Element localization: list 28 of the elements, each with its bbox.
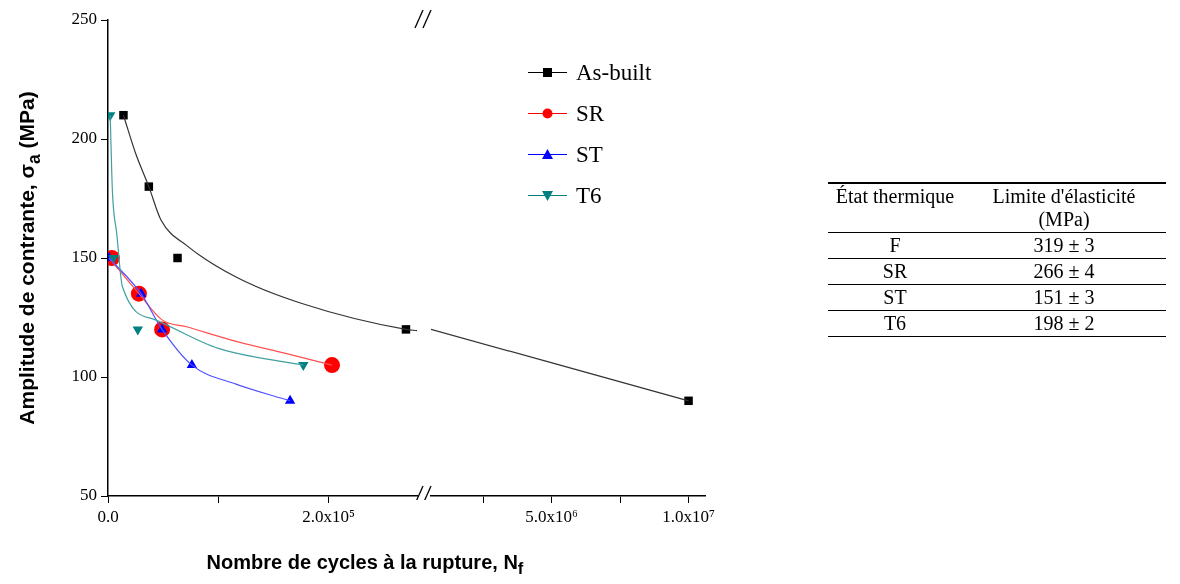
x-tick-label: 1.0x10⁷ [662,506,715,526]
y-tick-label: 250 [71,9,97,29]
legend-label: T6 [576,182,602,209]
y-tick-label: 50 [80,485,97,505]
x-tick-label: 5.0x10⁶ [525,506,578,526]
point [284,394,296,404]
legend-label: ST [576,141,603,168]
category-label: SR [828,258,962,285]
text: 151 ± 3 [1033,286,1095,308]
point [173,253,182,263]
x-tick-label: 2.0x10⁵ [302,506,356,526]
y-tick-label: 200 [71,128,97,148]
point [119,110,128,120]
text: Limite d'élasticité (MPa) [962,183,1166,233]
category-label: ST [828,284,962,311]
text: 319 ± 3 [1033,234,1095,256]
text: 198 ± 2 [1033,312,1095,334]
y-tick-label: 150 [71,247,97,267]
text: 266 ± 4 [1033,260,1095,282]
x-axis-title: Nombre de cycles à la rupture, N$_{f}$ [206,551,524,579]
text: État thermique [828,183,962,233]
x-tick-label: 0.0 [97,506,119,526]
legend-label: As-built [576,59,652,86]
legend-label: SR [576,100,605,127]
y-tick-label: 100 [71,366,97,386]
category-label: F [828,232,962,259]
category-label: T6 [828,310,962,337]
point [324,357,341,374]
